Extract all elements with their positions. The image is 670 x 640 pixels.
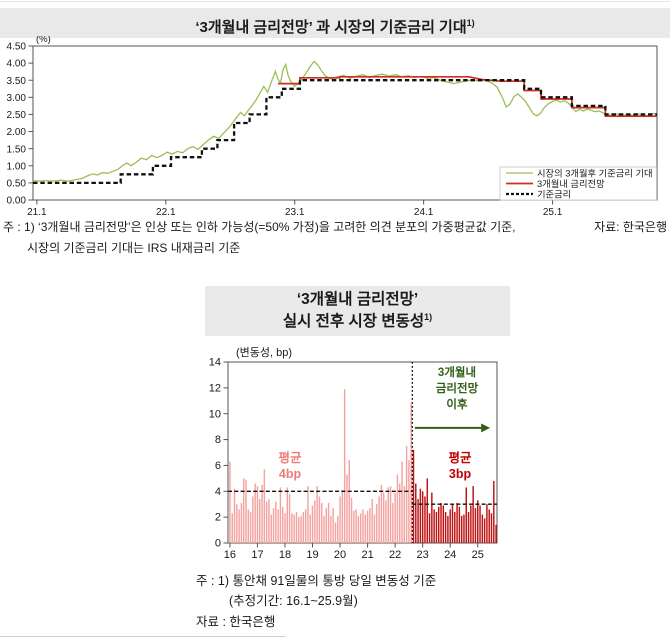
bottom-chart-unit-label: (변동성, bp) bbox=[236, 347, 293, 359]
svg-text:22: 22 bbox=[389, 549, 401, 561]
rate-expectation-line-chart: 0.00 0.50 1.00 1.50 2.00 2.50 3.00 3.50 4.00 4.50… bbox=[0, 34, 670, 222]
svg-text:0.50: 0.50 bbox=[7, 178, 27, 189]
svg-text:3.50: 3.50 bbox=[7, 76, 27, 87]
svg-text:23: 23 bbox=[417, 549, 429, 561]
svg-text:4.50: 4.50 bbox=[7, 42, 27, 53]
svg-text:12: 12 bbox=[209, 382, 221, 394]
svg-text:18: 18 bbox=[279, 549, 291, 561]
svg-text:0.00: 0.00 bbox=[7, 196, 27, 207]
svg-text:기준금리: 기준금리 bbox=[537, 189, 571, 199]
bottom-footnote-line1: 주 : 1) 통안채 91일물의 통방 당일 변동성 기준 bbox=[196, 574, 437, 588]
svg-text:3개월내 금리전망: 3개월내 금리전망 bbox=[537, 178, 605, 189]
svg-text:3.00: 3.00 bbox=[7, 93, 27, 104]
svg-text:10: 10 bbox=[209, 408, 221, 420]
svg-text:4: 4 bbox=[215, 486, 221, 498]
svg-text:23.1: 23.1 bbox=[285, 207, 305, 218]
svg-text:24.1: 24.1 bbox=[414, 207, 434, 218]
svg-text:2: 2 bbox=[215, 512, 221, 524]
svg-text:19: 19 bbox=[306, 549, 318, 561]
average-after-annotation: 평균 3bp bbox=[448, 451, 472, 482]
bottom-footnote-line2: (추정기간: 16.1~25.9월) bbox=[229, 594, 358, 609]
svg-text:4.00: 4.00 bbox=[7, 59, 27, 70]
bottom-chart-title-bar: ‘3개월내 금리전망’ 실시 전후 시장 변동성1) bbox=[205, 286, 510, 336]
svg-text:24: 24 bbox=[444, 549, 456, 561]
svg-text:시장의 3개월후 기준금리 기대: 시장의 3개월후 기준금리 기대 bbox=[537, 167, 653, 178]
top-footnote-source: 자료: 한국은행 bbox=[594, 220, 667, 234]
svg-text:25.1: 25.1 bbox=[543, 207, 563, 218]
svg-text:2.00: 2.00 bbox=[7, 127, 27, 138]
svg-text:14: 14 bbox=[209, 358, 221, 369]
svg-text:22.1: 22.1 bbox=[156, 207, 176, 218]
top-chart-title-bar: ‘3개월내 금리전망’ 과 시장의 기준금리 기대1) bbox=[0, 8, 670, 38]
svg-text:21: 21 bbox=[361, 549, 373, 561]
svg-text:8: 8 bbox=[215, 434, 221, 446]
svg-text:1.00: 1.00 bbox=[7, 161, 27, 172]
bottom-chart-title-line2: 실시 전후 시장 변동성1) bbox=[282, 312, 433, 331]
svg-text:25: 25 bbox=[472, 549, 484, 561]
bottom-chart-title-sup: 1) bbox=[424, 312, 433, 322]
volatility-bar-chart: 0 2 4 6 8 10 12 14 16 17 18 19 20 21 22 23 24 25 bbox=[195, 357, 505, 564]
bottom-divider-rule bbox=[0, 636, 286, 637]
svg-text:0: 0 bbox=[215, 538, 221, 550]
svg-text:6: 6 bbox=[215, 460, 221, 472]
bottom-footnote-source: 자료 : 한국은행 bbox=[196, 614, 276, 629]
top-chart-title-sup: 1) bbox=[466, 18, 475, 28]
top-footnote-line1: 주 : 1) ‘3개월내 금리전망’은 인상 또는 인하 가능성(=50% 가정… bbox=[3, 220, 516, 234]
svg-text:17: 17 bbox=[251, 549, 263, 561]
bottom-footnote: 주 : 1) 통안채 91일물의 통방 당일 변동성 기준 (추정기간: 16.… bbox=[196, 571, 436, 632]
bottom-chart-title-line1: ‘3개월내 금리전망’ bbox=[296, 291, 419, 308]
top-chart-svg: 0.00 0.50 1.00 1.50 2.00 2.50 3.00 3.50 4.00 4.50… bbox=[7, 34, 658, 218]
svg-text:1.50: 1.50 bbox=[7, 144, 27, 155]
svg-text:(%): (%) bbox=[36, 36, 51, 45]
svg-text:2.50: 2.50 bbox=[7, 110, 27, 121]
svg-text:16: 16 bbox=[224, 549, 236, 561]
top-footnote: 주 : 1) ‘3개월내 금리전망’은 인상 또는 인하 가능성(=50% 가정… bbox=[3, 218, 667, 257]
average-before-annotation: 평균 4bp bbox=[278, 451, 302, 482]
svg-text:21.1: 21.1 bbox=[27, 207, 47, 218]
top-chart-title: ‘3개월내 금리전망’ 과 시장의 기준금리 기대 bbox=[195, 19, 467, 36]
after-introduction-annotation: 3개월내 금리전망 이후 bbox=[435, 367, 479, 411]
svg-text:20: 20 bbox=[334, 549, 346, 561]
top-footnote-line2: 시장의 기준금리 기대는 IRS 내재금리 기준 bbox=[27, 241, 241, 255]
top-hairline bbox=[0, 1, 670, 2]
